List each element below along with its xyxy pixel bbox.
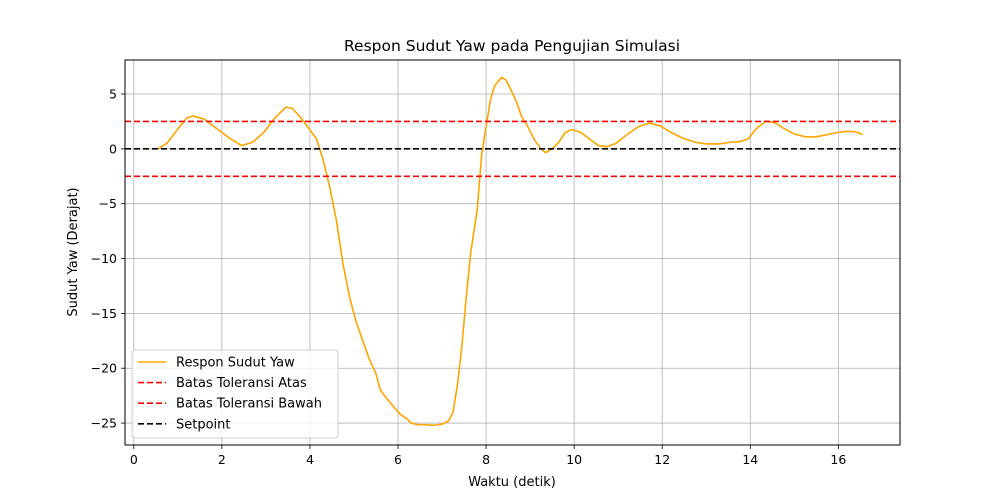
legend-label-setpoint: Setpoint	[176, 417, 231, 432]
x-tick-label: 8	[482, 452, 490, 467]
axis-ticks: 0 2 4 6 8 10 12 14 16 5 0 −5 −10 −15 −20 −25	[91, 87, 847, 467]
x-tick-label: 6	[394, 452, 402, 467]
x-tick-label: 2	[218, 452, 226, 467]
x-axis-label: Waktu (detik)	[468, 475, 556, 490]
y-tick-label: −25	[91, 416, 117, 431]
legend-label-batas-toleransi-atas: Batas Toleransi Atas	[176, 376, 307, 391]
legend-label-respon-sudut-yaw: Respon Sudut Yaw	[176, 356, 295, 371]
y-tick-label: −5	[99, 196, 117, 211]
x-tick-label: 0	[130, 452, 138, 467]
y-axis-label: Sudut Yaw (Derajat)	[66, 187, 81, 316]
y-tick-label: −10	[91, 251, 117, 266]
x-tick-label: 10	[566, 452, 582, 467]
x-tick-label: 4	[306, 452, 314, 467]
plot-series	[125, 76, 900, 427]
x-tick-label: 14	[742, 452, 758, 467]
plot-frame	[124, 59, 901, 446]
chart-title: Respon Sudut Yaw pada Pengujian Simulasi	[344, 37, 680, 55]
legend-label-batas-toleransi-bawah: Batas Toleransi Bawah	[176, 397, 322, 412]
x-tick-label: 16	[830, 452, 846, 467]
y-tick-label: 5	[109, 87, 117, 102]
y-tick-label: −20	[91, 361, 117, 376]
y-tick-label: 0	[109, 141, 117, 156]
x-tick-label: 12	[654, 452, 670, 467]
series-line-respon-sudut-yaw	[157, 76, 863, 427]
legend: Respon Sudut Yaw Batas Toleransi Atas Bata…	[131, 349, 339, 439]
y-tick-label: −15	[91, 306, 117, 321]
legend-box	[131, 349, 339, 439]
